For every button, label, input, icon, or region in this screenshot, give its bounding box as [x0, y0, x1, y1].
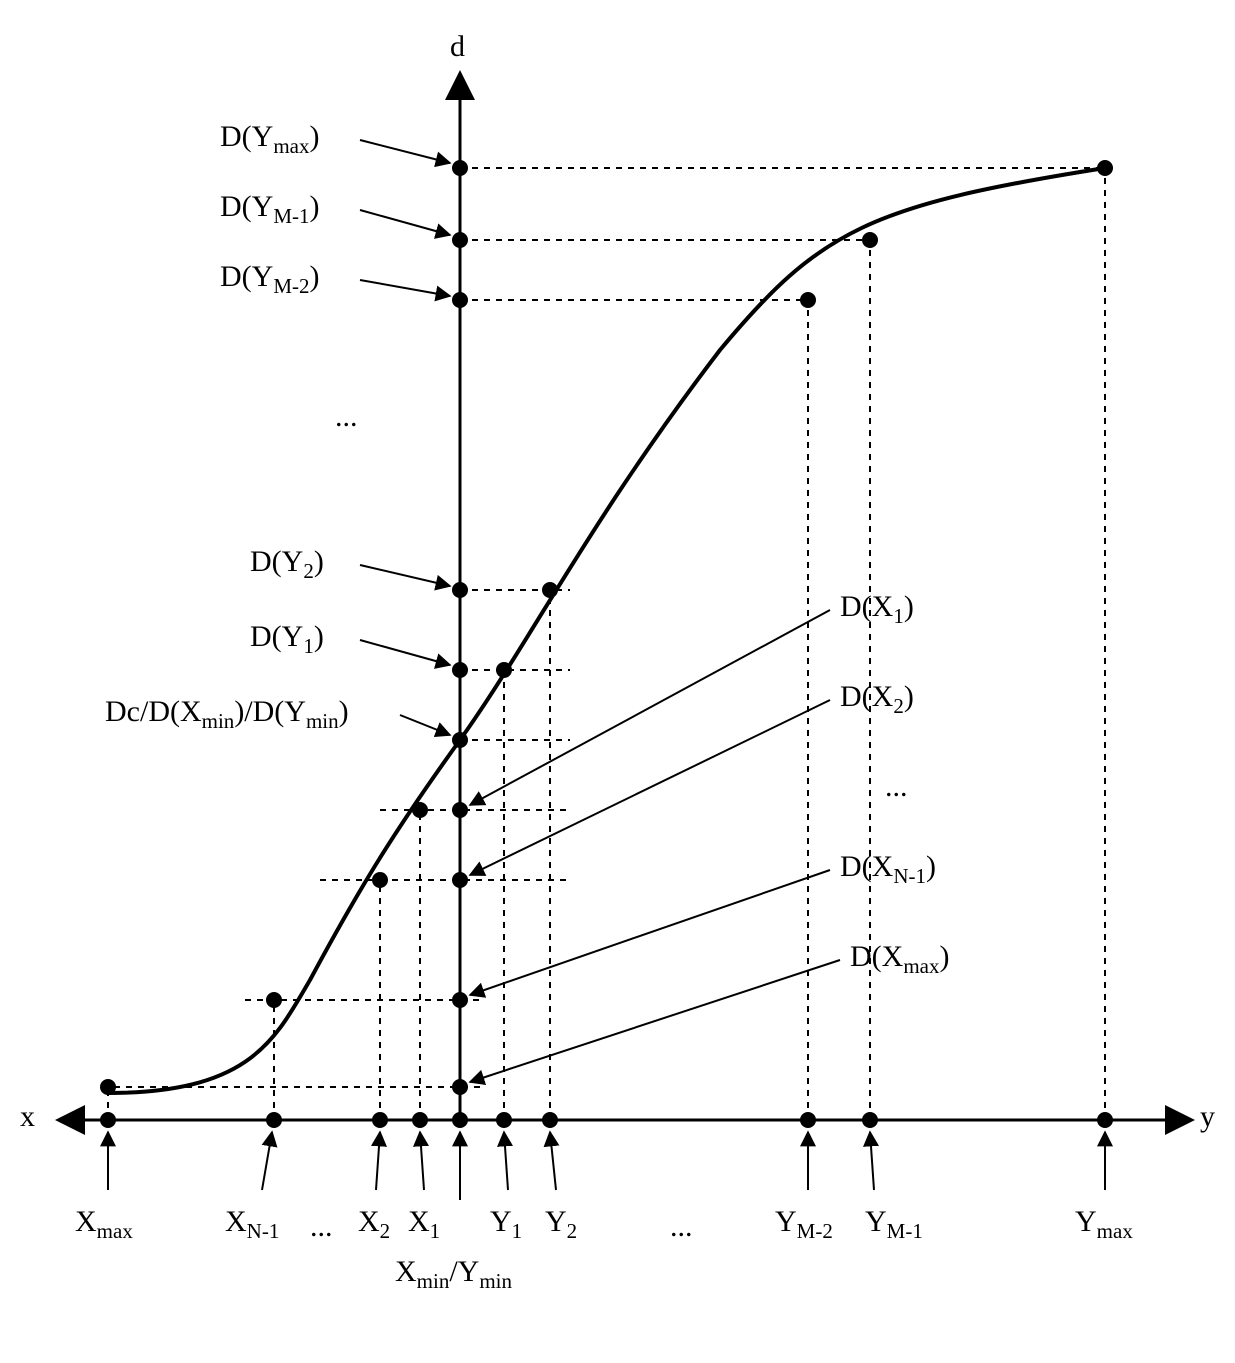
label-y1: Y1 — [490, 1205, 522, 1244]
label-ymax: Ymax — [1075, 1205, 1133, 1244]
label-xn1: XN-1 — [225, 1205, 279, 1244]
diagram-canvas — [0, 0, 1235, 1363]
label-xmax: Xmax — [75, 1205, 133, 1244]
label-d-y1: D(Y1) — [250, 620, 324, 659]
label-d-ymax: D(Ymax) — [220, 120, 319, 159]
ellipsis-x-right: ... — [670, 1210, 693, 1244]
label-d-x2: D(X2) — [840, 680, 914, 719]
label-d-x1: D(X1) — [840, 590, 914, 629]
label-d-ym1: D(YM-1) — [220, 190, 320, 229]
label-x2: X2 — [358, 1205, 390, 1244]
label-y2: Y2 — [545, 1205, 577, 1244]
label-xmin-ymin: Xmin/Ymin — [395, 1255, 512, 1294]
label-ym2: YM-2 — [775, 1205, 833, 1244]
axis-label-x: x — [20, 1100, 35, 1134]
ellipsis-x-left: ... — [310, 1210, 333, 1244]
label-dc: Dc/D(Xmin)/D(Ymin) — [105, 695, 349, 734]
label-d-xn1: D(XN-1) — [840, 850, 936, 889]
label-d-y2: D(Y2) — [250, 545, 324, 584]
label-x1: X1 — [408, 1205, 440, 1244]
label-d-ym2: D(YM-2) — [220, 260, 320, 299]
label-ym1: YM-1 — [865, 1205, 923, 1244]
axis-label-d: d — [450, 30, 465, 64]
ellipsis-d-right: ... — [885, 770, 908, 804]
axis-label-y: y — [1200, 1100, 1215, 1134]
axes — [60, 75, 1190, 1120]
label-d-xmax: D(Xmax) — [850, 940, 949, 979]
ellipsis-d-left: ... — [335, 400, 358, 434]
